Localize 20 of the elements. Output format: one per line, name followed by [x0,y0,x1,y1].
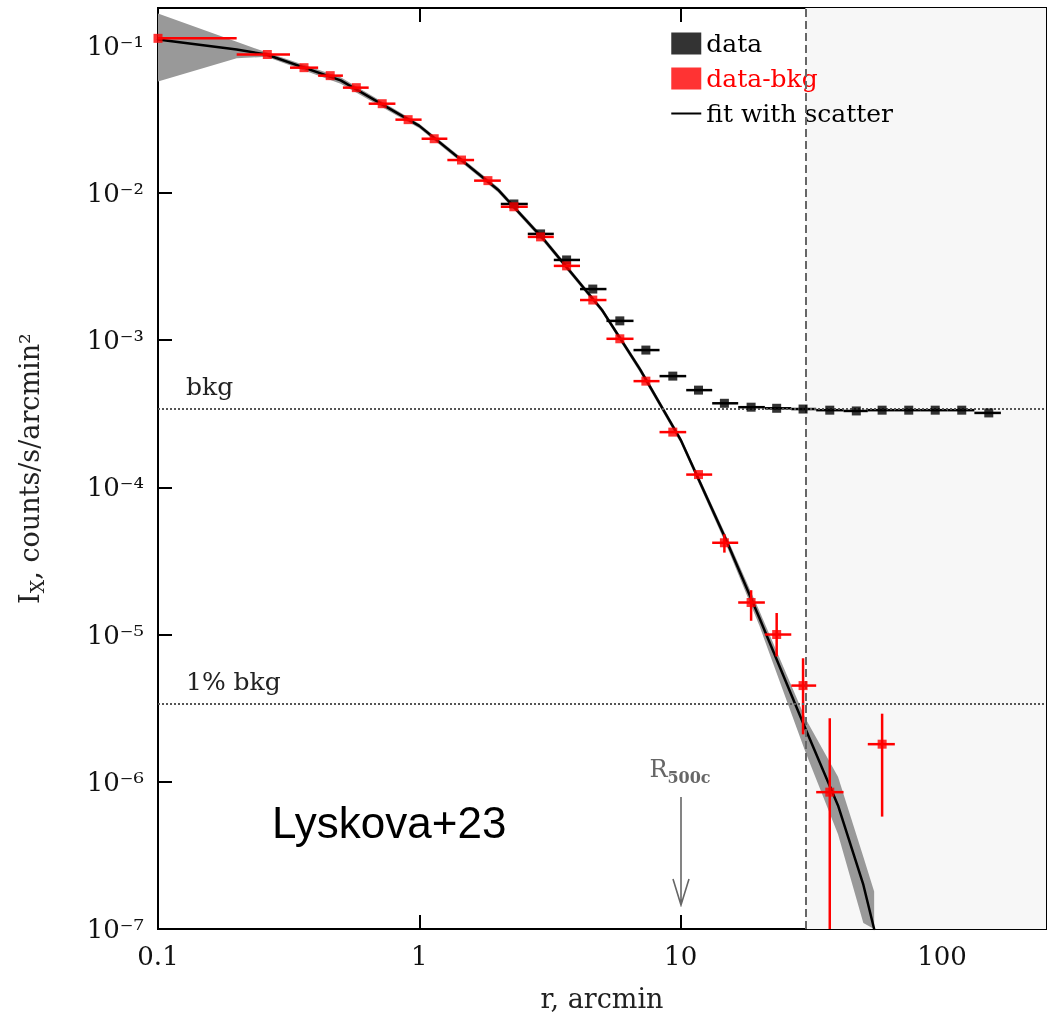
x-axis-title: r, arcmin [540,983,664,1014]
ref-line-label: bkg [186,372,234,402]
annotation: Lyskova+23 [272,797,507,847]
y-tick-label: 10⁻⁷ [86,914,144,944]
x-tick-label: 10 [664,941,698,971]
y-tick-label: 10⁻¹ [86,30,144,61]
ref-line-label: 1% bkg [186,666,281,696]
legend-label: fit with scatter [706,99,894,128]
legend-label: data-bkg [706,64,818,93]
annotation: R$_{500c}$ [648,755,712,787]
y-tick-label: 10⁻⁵ [86,619,144,650]
y-axis-title: IX, counts/s/arcmin² [14,333,48,604]
y-tick-label: 10⁻² [86,177,144,208]
x-tick-label: 100 [917,941,967,971]
y-tick-label: 10⁻⁴ [86,472,144,503]
y-tick-label: 10⁻³ [86,325,144,356]
y-tick-label: 10⁻⁶ [86,766,144,797]
x-tick-label: 0.1 [137,941,179,971]
x-tick-label: 1 [411,941,428,971]
legend-label: data [706,29,763,58]
